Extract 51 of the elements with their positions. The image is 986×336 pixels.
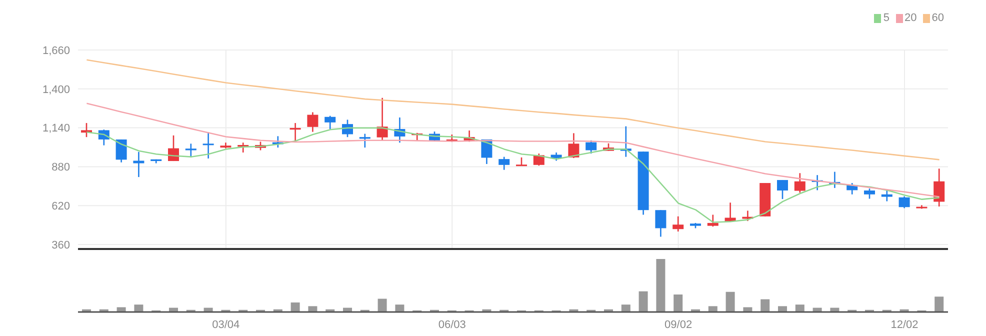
- candlestick: [898, 196, 910, 209]
- candlestick: [359, 133, 370, 148]
- bar: [760, 299, 770, 312]
- y-tick-label: 1,660: [42, 44, 70, 57]
- candlestick: [672, 216, 684, 232]
- bar: [116, 307, 126, 312]
- candlestick: [568, 132, 580, 159]
- candlestick: [133, 151, 144, 178]
- candlestick: [290, 122, 301, 143]
- bar: [621, 304, 630, 312]
- candlestick: [934, 168, 945, 208]
- bar: [934, 296, 944, 312]
- candlestick: [81, 122, 92, 138]
- x-tick-label: 06/03: [438, 318, 466, 331]
- bar: [674, 294, 683, 312]
- y-tick-label: 880: [52, 162, 70, 174]
- bar: [395, 304, 404, 312]
- candlestick: [185, 143, 196, 158]
- candlestick: [376, 97, 388, 142]
- candlestick: [307, 112, 318, 132]
- bar: [308, 306, 318, 312]
- candlestick: [864, 188, 875, 200]
- bar: [290, 302, 300, 312]
- candlestick: [794, 172, 806, 194]
- x-tick-label: 03/04: [212, 318, 240, 331]
- bar: [795, 304, 804, 312]
- bar: [778, 306, 787, 312]
- candlestick: [655, 209, 666, 238]
- candlestick: [586, 140, 597, 154]
- x-tick-label: 12/02: [890, 318, 918, 331]
- legend-label: 20: [904, 12, 917, 24]
- y-tick-label: 1,400: [42, 84, 70, 96]
- candlestick: [777, 179, 788, 200]
- bar: [134, 304, 144, 312]
- bar: [378, 298, 387, 312]
- bar: [743, 307, 752, 312]
- candlestick: [707, 214, 718, 228]
- bar: [656, 259, 666, 312]
- x-tick-label: 09/02: [664, 318, 692, 331]
- y-tick-label: 620: [52, 200, 70, 213]
- bar: [638, 291, 648, 312]
- legend-label: 60: [932, 12, 944, 24]
- candlestick: [202, 131, 214, 160]
- legend-label: 5: [883, 12, 890, 24]
- line-series: [86, 59, 940, 160]
- y-tick-label: 1,140: [42, 122, 70, 135]
- bar: [726, 292, 735, 312]
- candlestick: [324, 115, 336, 130]
- bar: [708, 306, 718, 312]
- candlestick: [498, 156, 510, 170]
- y-tick-label: 360: [52, 239, 70, 252]
